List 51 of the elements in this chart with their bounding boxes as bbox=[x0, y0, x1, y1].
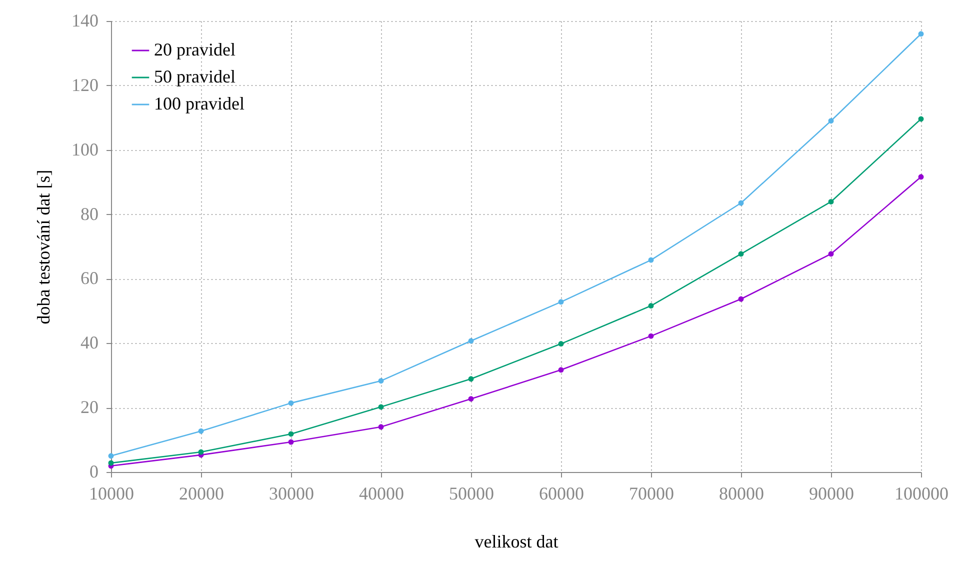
point bbox=[198, 449, 204, 455]
legend-label: 50 pravidel bbox=[154, 66, 236, 86]
x-tick-label: 30000 bbox=[269, 484, 314, 504]
y-tick-label: 100 bbox=[72, 139, 98, 160]
point bbox=[738, 200, 744, 206]
point bbox=[738, 251, 744, 257]
x-tick-label: 50000 bbox=[449, 484, 494, 504]
point bbox=[288, 400, 294, 406]
y-tick-label: 80 bbox=[80, 204, 98, 224]
point bbox=[558, 341, 564, 347]
point bbox=[198, 428, 204, 434]
point bbox=[378, 378, 384, 384]
point bbox=[558, 299, 564, 305]
point bbox=[828, 198, 834, 204]
y-tick-label: 20 bbox=[80, 397, 98, 418]
point bbox=[558, 367, 564, 373]
point bbox=[738, 296, 744, 302]
point bbox=[288, 431, 294, 437]
point bbox=[288, 439, 294, 445]
point bbox=[648, 257, 654, 263]
point bbox=[468, 338, 474, 344]
x-axis-title: velikost dat bbox=[474, 532, 558, 552]
x-tick-label: 100000 bbox=[894, 484, 948, 504]
x-tick-label: 70000 bbox=[629, 484, 674, 504]
x-tick-label: 10000 bbox=[89, 484, 134, 504]
point bbox=[918, 174, 924, 180]
legend-label: 100 pravidel bbox=[154, 94, 244, 114]
x-tick-label: 80000 bbox=[719, 484, 764, 504]
point bbox=[918, 31, 924, 37]
y-tick-label: 0 bbox=[90, 462, 98, 482]
point bbox=[108, 460, 114, 466]
point bbox=[828, 251, 834, 257]
x-tick-label: 60000 bbox=[539, 484, 584, 504]
y-tick-label: 40 bbox=[80, 332, 98, 353]
point bbox=[108, 453, 114, 459]
point bbox=[648, 333, 654, 339]
point bbox=[648, 303, 654, 309]
point bbox=[918, 116, 924, 122]
legend-label: 20 pravidel bbox=[154, 40, 236, 60]
point bbox=[378, 424, 384, 430]
x-tick-label: 20000 bbox=[179, 484, 224, 504]
x-tick-label: 90000 bbox=[809, 484, 854, 504]
y-tick-label: 140 bbox=[72, 10, 98, 30]
point bbox=[468, 376, 474, 382]
y-axis-title: doba testování dat [s] bbox=[34, 170, 54, 324]
y-tick-label: 60 bbox=[80, 268, 98, 288]
y-tick-label: 120 bbox=[72, 74, 98, 95]
point bbox=[378, 404, 384, 410]
point bbox=[828, 118, 834, 124]
point bbox=[468, 396, 474, 402]
x-tick-label: 40000 bbox=[359, 484, 404, 504]
